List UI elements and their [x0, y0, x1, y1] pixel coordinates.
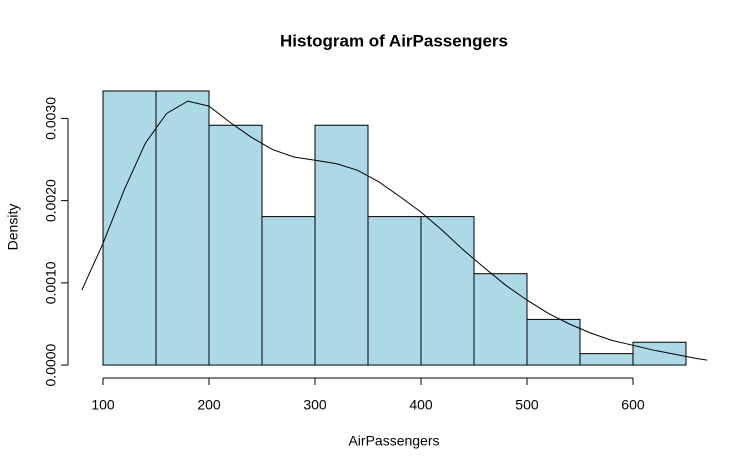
x-tick-label: 600 — [621, 397, 645, 413]
y-tick-label: 0.0030 — [43, 97, 59, 140]
x-tick-label: 500 — [515, 397, 539, 413]
x-tick-label: 400 — [409, 397, 433, 413]
y-tick-label: 0.0010 — [43, 261, 59, 304]
x-tick-label: 300 — [303, 397, 327, 413]
bar — [632, 341, 687, 366]
bar — [261, 216, 316, 366]
bar — [420, 216, 475, 366]
y-axis-label: Density — [5, 204, 21, 251]
bar — [526, 318, 581, 366]
bar — [579, 353, 634, 366]
bar — [367, 216, 422, 366]
bar — [473, 273, 528, 366]
y-tick-label: 0.0020 — [43, 179, 59, 222]
bar — [155, 90, 210, 366]
x-tick-label: 200 — [197, 397, 221, 413]
y-tick-label: 0.0000 — [43, 343, 59, 386]
x-tick-label: 100 — [91, 397, 115, 413]
x-axis-label: AirPassengers — [348, 433, 439, 449]
density-line — [81, 100, 708, 361]
bar — [102, 90, 157, 366]
chart-title: Histogram of AirPassengers — [280, 31, 508, 50]
bar — [208, 124, 263, 366]
